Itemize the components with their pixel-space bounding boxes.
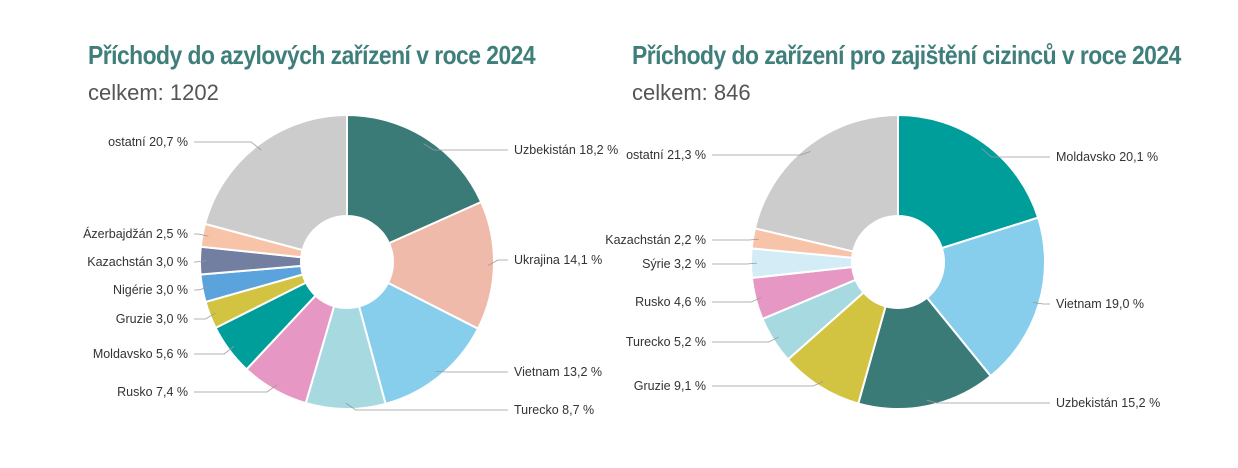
chart-1-label-vietnam: Vietnam 13,2 % — [514, 365, 602, 379]
chart-2-leader-uzbekistan — [926, 399, 1050, 404]
chart-2-leader-syrie — [712, 262, 758, 265]
chart-1-leader-azerbajdzan — [194, 233, 209, 237]
chart-1-leader-turecko — [345, 402, 508, 411]
chart-1-leader-moldavsko — [194, 346, 235, 355]
chart-1-subtitle: celkem: 1202 — [88, 80, 219, 105]
chart-2-subtitle: celkem: 846 — [632, 80, 751, 105]
chart-1-label-nigerie: Nigérie 3,0 % — [113, 283, 188, 297]
chart-2-label-kazachstan: Kazachstán 2,2 % — [605, 233, 706, 247]
chart-2-slice-moldavsko — [897, 113, 1040, 250]
chart-2-label-gruzie: Gruzie 9,1 % — [634, 379, 706, 393]
chart-2-donut-hole — [852, 216, 944, 308]
chart-2-title: Příchody do zařízení pro zajištění cizin… — [632, 40, 1181, 70]
chart-1-label-rusko: Rusko 7,4 % — [117, 385, 188, 399]
chart-1-leader-nigerie — [194, 286, 209, 291]
chart-2-label-turecko: Turecko 5,2 % — [626, 335, 706, 349]
chart-1-label-gruzie: Gruzie 3,0 % — [116, 312, 188, 326]
chart-1-label-kazachstan: Kazachstán 3,0 % — [87, 255, 188, 269]
chart-1-donut-hole — [301, 216, 393, 308]
chart-1-label-azerbajdzan: Ázerbajdžán 2,5 % — [83, 226, 188, 241]
chart-1-label-ukrajina: Ukrajina 14,1 % — [514, 253, 602, 267]
chart-1-label-turecko: Turecko 8,7 % — [514, 403, 594, 417]
chart-2-leader-gruzie — [712, 381, 824, 387]
chart-1-label-uzbekistan: Uzbekistán 18,2 % — [514, 143, 618, 157]
chart-1-label-ostatni: ostatní 20,7 % — [108, 135, 188, 149]
chart-1-leader-vietnam — [435, 371, 508, 373]
chart-2-leader-vietnam — [1033, 302, 1050, 305]
chart-2-label-ostatni: ostatní 21,3 % — [626, 148, 706, 162]
chart-1-leader-gruzie — [194, 312, 216, 320]
chart-1-leader-ostatni — [194, 141, 262, 151]
chart-2-leader-rusko — [712, 296, 762, 303]
chart-2-label-rusko: Rusko 4,6 % — [635, 295, 706, 309]
chart-2-label-syrie: Sýrie 3,2 % — [642, 257, 706, 271]
chart-2-label-moldavsko: Moldavsko 20,1 % — [1056, 150, 1158, 164]
chart-1-title: Příchody do azylových zařízení v roce 20… — [88, 40, 536, 70]
chart-1-leader-uzbekistan — [423, 143, 508, 151]
chart-1-leader-ukrajina — [487, 259, 508, 266]
chart-1-leader-rusko — [194, 384, 278, 393]
chart-1-label-moldavsko: Moldavsko 5,6 % — [93, 347, 188, 361]
chart-2-leader-kazachstan — [712, 238, 759, 241]
chart-2-leader-moldavsko — [981, 147, 1050, 158]
chart-1-leader-kazachstan — [194, 260, 207, 263]
chart-2-leader-turecko — [712, 336, 779, 343]
chart-2-label-uzbekistan: Uzbekistán 15,2 % — [1056, 396, 1160, 410]
chart-2-leader-ostatni — [712, 151, 811, 156]
chart-2-label-vietnam: Vietnam 19,0 % — [1056, 297, 1144, 311]
